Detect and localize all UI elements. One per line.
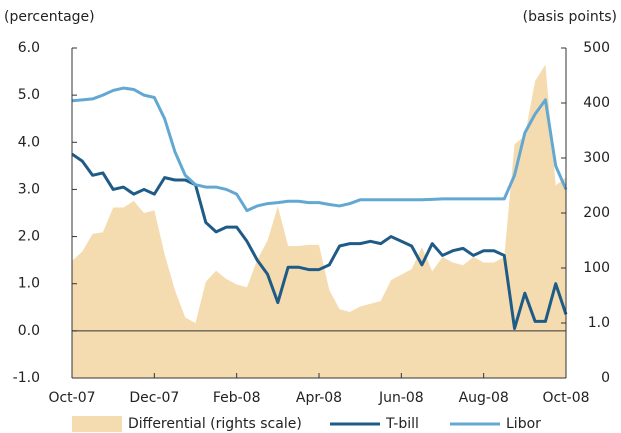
y2-tick-label: 500 <box>583 40 610 56</box>
differential-area <box>72 64 566 378</box>
y2-tick-label: 1.0 <box>588 315 610 331</box>
x-tick-label: Oct-07 <box>48 390 95 406</box>
series-line <box>71 152 568 330</box>
x-tick-label: Oct-08 <box>542 390 589 406</box>
x-tick-label: Jun-08 <box>378 390 424 406</box>
y-tick-label: 4.0 <box>18 134 40 150</box>
x-tick-label: Dec-07 <box>129 390 179 406</box>
x-tick-label: Apr-08 <box>296 390 342 406</box>
y2-tick-label: 0 <box>601 370 610 386</box>
y2-tick-label: 200 <box>583 205 610 221</box>
y2-tick-label: 400 <box>583 95 610 111</box>
y-tick-label: 6.0 <box>18 40 40 56</box>
legend-swatch <box>72 416 122 432</box>
legend-label: T-bill <box>385 416 419 432</box>
x-tick-label: Feb-08 <box>213 390 261 406</box>
y-tick-label: 0.0 <box>18 323 40 339</box>
y-tick-label: -1.0 <box>13 370 40 386</box>
y-tick-label: 2.0 <box>18 229 40 245</box>
series-line <box>71 86 568 213</box>
legend-label: Differential (rights scale) <box>128 416 302 432</box>
y-tick-label: 5.0 <box>18 87 40 103</box>
y2-tick-label: 100 <box>583 260 610 276</box>
y-tick-label: 3.0 <box>18 181 40 197</box>
y2-axis-title: (basis points) <box>523 9 617 25</box>
x-tick-label: Aug-08 <box>459 390 509 406</box>
y-tick-label: 1.0 <box>18 276 40 292</box>
y-axis-title: (percentage) <box>4 9 95 25</box>
legend-label: Libor <box>506 416 541 432</box>
y2-tick-label: 300 <box>583 150 610 166</box>
